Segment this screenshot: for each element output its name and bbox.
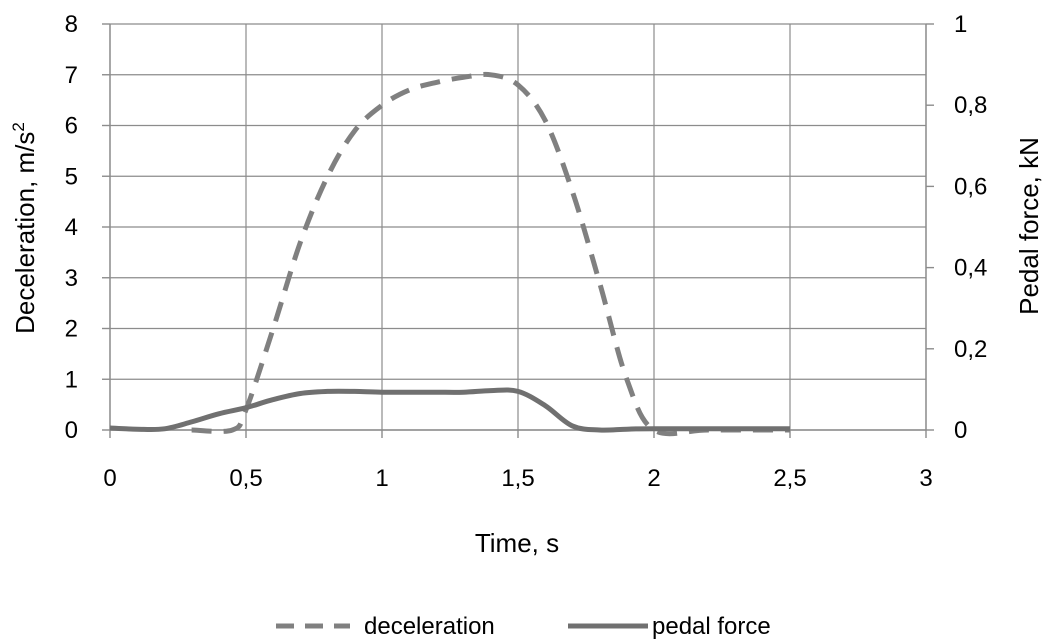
y2-tick-label: 0,4 xyxy=(954,255,987,282)
y-tick-label: 1 xyxy=(65,366,78,393)
y-tick-labels: 0 1 2 3 4 5 6 7 8 xyxy=(65,11,78,444)
x-tick-label: 1,5 xyxy=(501,465,534,492)
grid-lines xyxy=(109,23,927,431)
x-tick-label: 0 xyxy=(103,465,116,492)
x-tick-labels: 0 0,5 1 1,5 2 2,5 3 xyxy=(103,465,932,492)
x-tick-label: 2,5 xyxy=(773,465,806,492)
y-axis-title-text: Deceleration, m/s xyxy=(10,132,40,334)
legend-label-deceleration: deceleration xyxy=(364,613,495,640)
y-tick-label: 8 xyxy=(65,11,78,38)
y2-axis-title: Pedal force, kN xyxy=(1014,137,1044,315)
series-layer xyxy=(109,71,791,437)
y-tick-label: 7 xyxy=(65,62,78,89)
series-line-deceleration xyxy=(191,71,790,437)
y-tick-label: 6 xyxy=(65,113,78,140)
legend-label-pedal-force: pedal force xyxy=(652,613,771,640)
y2-tick-label: 1 xyxy=(954,11,967,38)
x-tick-label: 3 xyxy=(919,465,932,492)
x-tick-label: 0,5 xyxy=(229,465,262,492)
y2-tick-label: 0,2 xyxy=(954,336,987,363)
x-tick-label: 1 xyxy=(375,465,388,492)
y-tick-label: 3 xyxy=(65,265,78,292)
x-axis-title: Time, s xyxy=(475,528,559,558)
y2-tick-label: 0,6 xyxy=(954,173,987,200)
y-tick-label: 0 xyxy=(65,417,78,444)
y-axis-title: Deceleration, m/s2 xyxy=(9,122,40,334)
y2-tick-label: 0 xyxy=(954,417,967,444)
y-tick-label: 2 xyxy=(65,316,78,343)
y-tick-label: 5 xyxy=(65,163,78,190)
y2-tick-labels: 0 0,2 0,4 0,6 0,8 1 xyxy=(954,11,987,444)
legend: deceleration pedal force xyxy=(276,613,771,640)
y2-tick-label: 0,8 xyxy=(954,92,987,119)
y-axis-title-superscript: 2 xyxy=(9,122,28,131)
x-tick-label: 2 xyxy=(647,465,660,492)
y-tick-label: 4 xyxy=(65,214,78,241)
series-line-pedal-force xyxy=(109,387,791,433)
